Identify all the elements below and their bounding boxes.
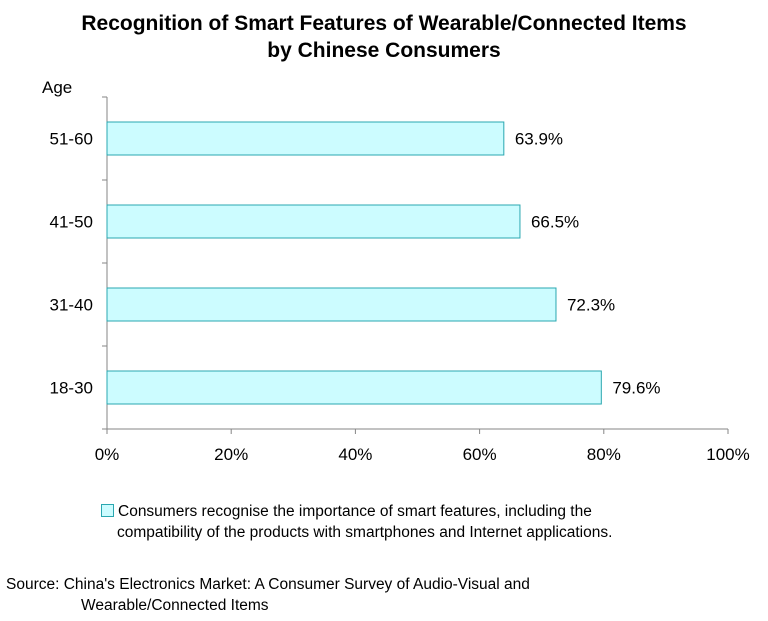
source-note: Source: China's Electronics Market: A Co… (6, 574, 530, 616)
y-axis-label: Age (42, 78, 73, 97)
x-tick-label: 60% (463, 445, 497, 464)
x-tick-label: 20% (214, 445, 248, 464)
legend-label-line-2: compatibility of the products with smart… (117, 524, 613, 541)
y-tick-label: 31-40 (50, 296, 93, 315)
source-line-1: Source: China's Electronics Market: A Co… (6, 576, 530, 593)
bar-18-30 (106, 370, 602, 405)
title-line-1: Recognition of Smart Features of Wearabl… (81, 12, 687, 35)
source-line-2: Wearable/Connected Items (81, 597, 269, 614)
x-tick-label: 0% (95, 445, 120, 464)
legend-label-line-1: Consumers recognise the importance of sm… (118, 503, 592, 520)
data-label: 72.3% (567, 296, 615, 315)
data-label: 63.9% (515, 130, 563, 149)
x-tick-label: 80% (587, 445, 621, 464)
bar-31-40 (106, 287, 557, 322)
title-line-2: by Chinese Consumers (267, 39, 501, 62)
data-label: 66.5% (531, 213, 579, 232)
bar-41-50 (106, 204, 521, 239)
legend-swatch (101, 504, 114, 517)
x-tick-label: 100% (706, 445, 749, 464)
chart-title: Recognition of Smart Features of Wearabl… (0, 10, 768, 64)
bar-51-60 (106, 121, 505, 156)
data-label: 79.6% (612, 379, 660, 398)
x-tick-label: 40% (338, 445, 372, 464)
y-tick-label: 18-30 (50, 379, 93, 398)
legend: Consumers recognise the importance of sm… (101, 501, 741, 543)
y-tick-label: 41-50 (50, 213, 93, 232)
y-tick-label: 51-60 (50, 130, 93, 149)
